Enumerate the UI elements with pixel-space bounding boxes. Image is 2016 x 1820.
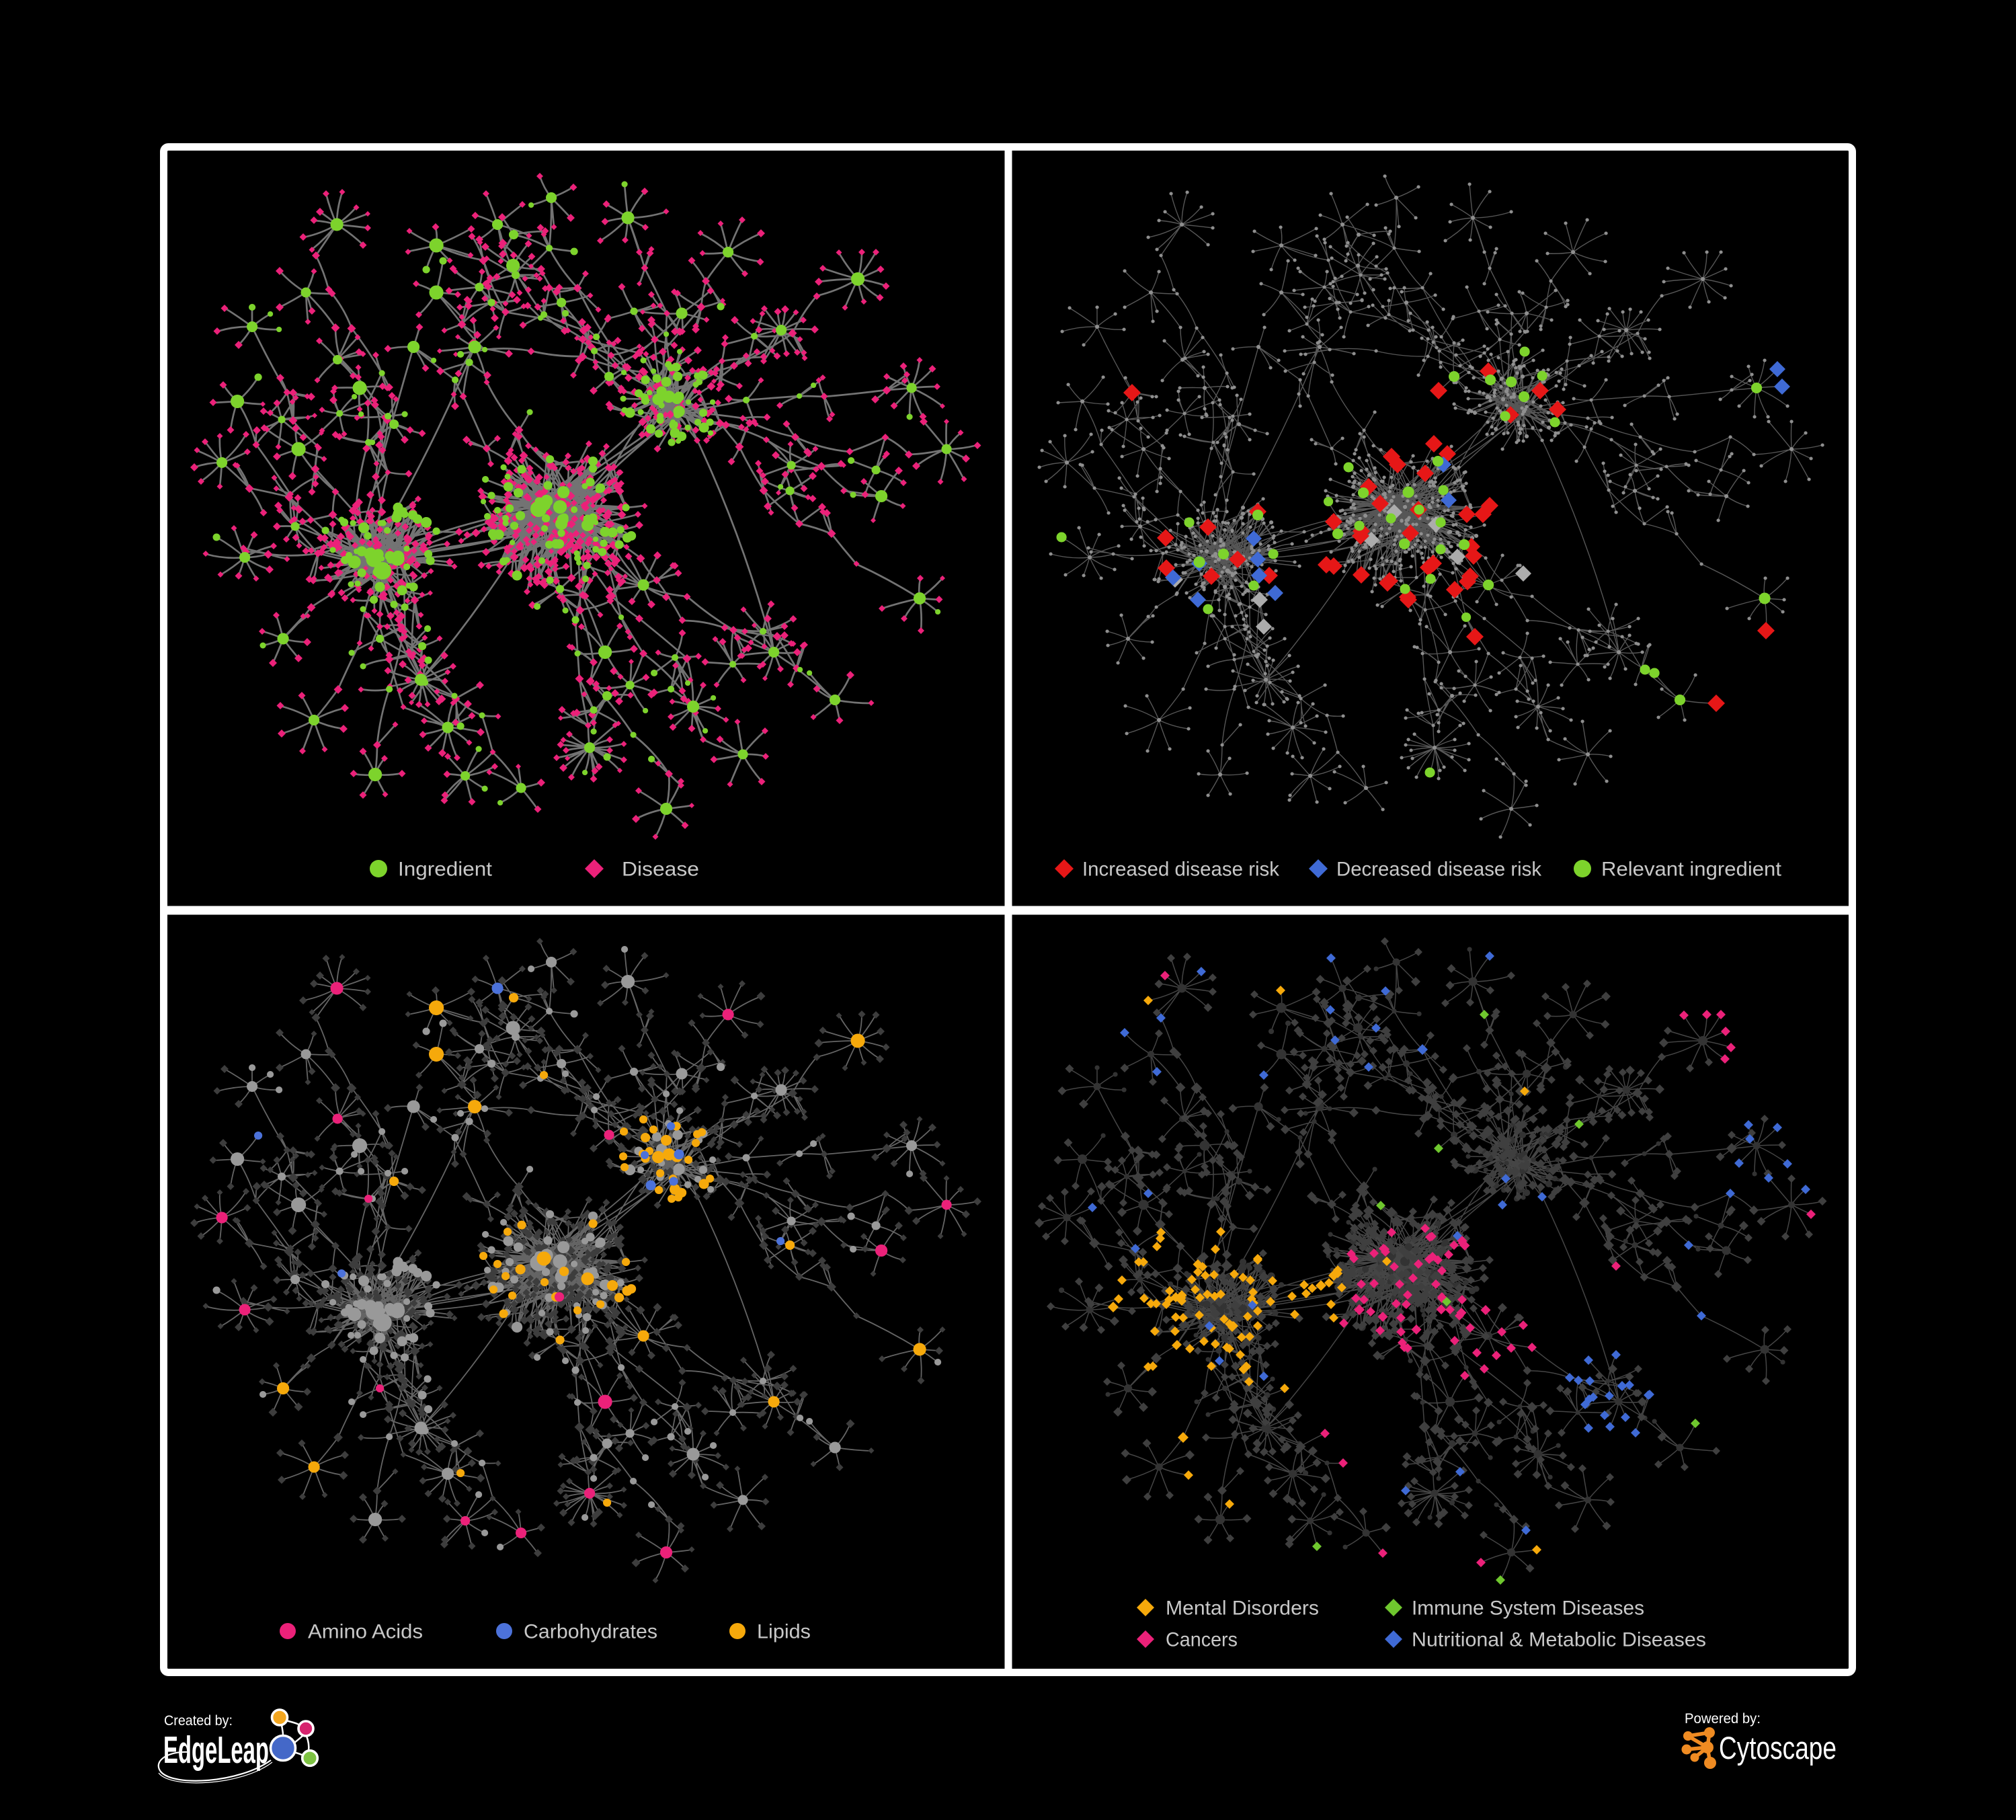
svg-text:Relevant ingredient: Relevant ingredient xyxy=(1601,859,1782,881)
svg-text:Immune System Diseases: Immune System Diseases xyxy=(1412,1597,1644,1620)
svg-text:Powered by:: Powered by: xyxy=(1685,1711,1761,1727)
svg-text:Carbohydrates: Carbohydrates xyxy=(524,1621,657,1643)
svg-text:Cancers: Cancers xyxy=(1166,1629,1238,1651)
svg-text:Mental Disorders: Mental Disorders xyxy=(1166,1597,1319,1620)
svg-text:Created by:: Created by: xyxy=(164,1713,233,1729)
svg-text:EdgeLeap: EdgeLeap xyxy=(163,1729,269,1772)
svg-text:Increased disease risk: Increased disease risk xyxy=(1082,859,1280,881)
svg-text:Nutritional & Metabolic Diseas: Nutritional & Metabolic Diseases xyxy=(1412,1629,1706,1651)
svg-text:Lipids: Lipids xyxy=(757,1621,811,1643)
svg-text:Decreased disease risk: Decreased disease risk xyxy=(1336,859,1542,881)
svg-text:Cytoscape: Cytoscape xyxy=(1719,1730,1837,1766)
svg-text:Amino Acids: Amino Acids xyxy=(308,1621,423,1643)
svg-text:Disease: Disease xyxy=(622,859,699,881)
svg-text:Ingredient: Ingredient xyxy=(398,859,493,881)
